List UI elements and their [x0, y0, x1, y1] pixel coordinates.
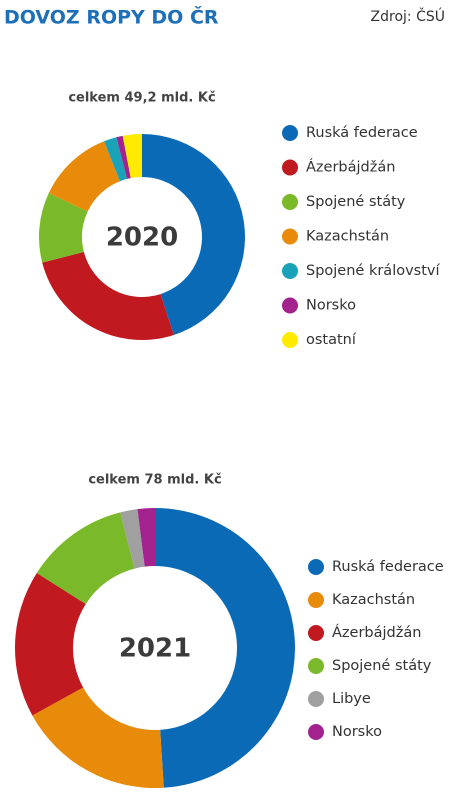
donut-slice	[142, 134, 246, 335]
legend-swatch	[308, 658, 324, 674]
chart-subtitle: celkem 49,2 mld. Kč	[68, 91, 215, 106]
legend-label: Kazachstán	[332, 592, 415, 608]
legend-swatch	[308, 625, 324, 641]
legend-swatch	[282, 332, 298, 348]
legend-swatch	[282, 263, 298, 279]
donut-slice	[42, 251, 174, 340]
donut-slice	[15, 572, 86, 716]
legend-label: Ruská federace	[332, 559, 444, 575]
legend-label: Norsko	[332, 724, 382, 740]
page-title: DOVOZ ROPY DO ČR	[4, 5, 219, 29]
chart-subtitle: celkem 78 mld. Kč	[88, 473, 221, 488]
legend-swatch	[308, 559, 324, 575]
donut-slice	[36, 512, 135, 605]
donut-slice	[116, 135, 131, 179]
donut-slice	[32, 687, 164, 788]
legend-label: Spojené království	[306, 263, 440, 279]
legend-label: Norsko	[306, 298, 356, 314]
center-label: 2020	[106, 223, 178, 253]
center-label: 2021	[119, 634, 191, 664]
donut-slice	[39, 193, 88, 263]
legend-label: Ázerbájdžán	[332, 624, 421, 641]
legend-label: Kazachstán	[306, 229, 389, 245]
donut-slice	[120, 509, 145, 569]
legend-label: Spojené státy	[332, 658, 432, 674]
legend-swatch	[308, 724, 324, 740]
donut-slice	[48, 141, 120, 212]
donut-slice	[104, 137, 128, 182]
legend-swatch	[282, 159, 298, 176]
legend-swatch	[308, 592, 324, 608]
legend-label: Ázerbájdžán	[306, 159, 395, 176]
donut-slice	[122, 134, 142, 179]
legend-swatch	[282, 194, 298, 210]
donut-slice	[137, 508, 155, 567]
legend-swatch	[282, 228, 298, 245]
legend-label: Libye	[332, 691, 371, 707]
legend-swatch	[282, 297, 298, 314]
donut-slice	[155, 508, 296, 788]
legend-swatch	[282, 125, 298, 141]
legend-swatch	[308, 691, 324, 707]
legend-label: ostatní	[306, 332, 357, 348]
legend-label: Ruská federace	[306, 125, 418, 141]
legend-label: Spojené státy	[306, 194, 406, 210]
source: Zdroj: ČSÚ	[371, 7, 445, 25]
